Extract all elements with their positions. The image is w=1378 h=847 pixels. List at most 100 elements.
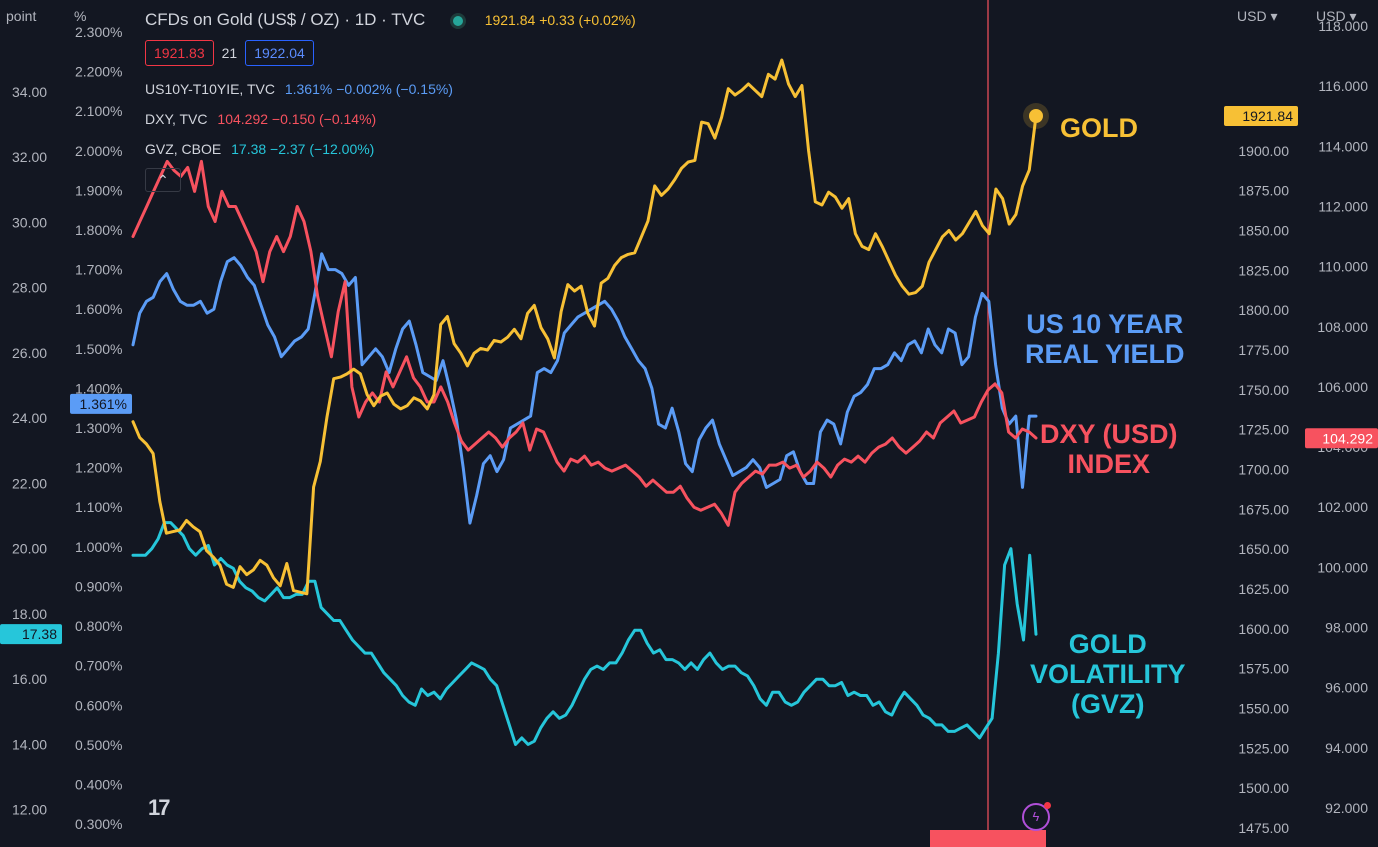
lightning-icon[interactable]: ϟ [1022,802,1051,831]
gold-usd-axis-tick: 1675.00 [1238,501,1289,517]
sell-price-button[interactable]: 1921.83 [145,40,214,66]
percent-axis-tick: 0.800% [75,618,122,634]
gvz-value-badge-label: 17.38 [22,626,57,642]
gvz-value-badge-box [0,624,62,645]
gold-usd-axis-tick: 1575.00 [1238,661,1289,677]
annotation-gvz-line1: GOLD [1068,629,1147,659]
gold-price-badge-label: 1921.84 [1242,108,1293,124]
gold-last-point [1029,109,1043,124]
usd-currency-dropdown-1[interactable]: USD ▾ [1237,8,1278,24]
percent-axis-tick: 2.000% [75,143,122,159]
legend-gvz[interactable]: GVZ, CBOE 17.38 −2.37 (−12.00%) [145,141,374,157]
legend-yield[interactable]: US10Y-T10YIE, TVC 1.361% −0.002% (−0.15%… [145,81,453,97]
annotation-dxy-line1: DXY (USD) [1040,419,1178,449]
annotation-yield-line1: US 10 YEAR [1026,309,1184,339]
percent-axis-tick: 2.300% [75,24,122,40]
dxy-usd-axis-tick: 100.000 [1317,559,1368,575]
point-axis-tick: 24.00 [12,410,47,426]
series-line-gold [131,58,1038,596]
gold-usd-axis-tick: 1800.00 [1238,302,1289,318]
dxy-usd-axis-tick: 96.000 [1325,680,1368,696]
annotation-dxy-line2: INDEX [1067,449,1151,479]
legend-dxy-value: 104.292 −0.150 (−0.14%) [217,111,377,127]
gold-usd-axis-tick: 1825.00 [1238,262,1289,278]
gold-usd-axis-tick: 1500.00 [1238,780,1289,796]
point-axis-tick: 30.00 [12,214,47,230]
date-crosshair-marker [930,830,1046,847]
dxy-usd-axis-tick: 116.000 [1318,78,1368,94]
dxy-usd-axis-tick: 102.000 [1317,499,1368,515]
percent-axis-tick: 0.700% [75,658,122,674]
dxy-price-badge-box [1305,428,1378,449]
dxy-usd-axis-tick: 118.000 [1318,18,1368,34]
point-axis-tick: 34.00 [12,84,47,100]
annotation-gvz-line3: (GVZ) [1071,689,1145,719]
legend-yield-name: US10Y-T10YIE, TVC [145,81,275,97]
gold-usd-axis-tick: 1475.00 [1238,820,1289,836]
yield-value-badge-label: 1.361% [80,396,127,412]
gold-usd-axis-tick: 1700.00 [1238,461,1289,477]
percent-axis-tick: 1.500% [75,341,122,357]
dxy-usd-axis-tick: 112.000 [1318,198,1368,214]
gold-usd-axis-tick: 1525.00 [1238,740,1289,756]
gold-usd-axis-tick: 1750.00 [1238,382,1289,398]
percent-axis-tick: 0.900% [75,578,122,594]
point-axis-tick: 12.00 [12,802,47,818]
dxy-usd-axis-tick: 106.000 [1317,379,1368,395]
tradingview-logo-icon[interactable]: 17 [148,795,171,820]
dxy-usd-axis-tick: 94.000 [1325,740,1368,756]
chevron-up-icon[interactable]: ⌃ [145,168,181,192]
dxy-usd-axis-tick: 110.000 [1318,259,1368,275]
yield-value-badge-box [70,393,132,414]
buy-price-button[interactable]: 1922.04 [245,40,314,66]
percent-axis-unit: % [74,8,87,24]
gold-usd-axis-tick: 1550.00 [1238,700,1289,716]
legend-dxy[interactable]: DXY, TVC 104.292 −0.150 (−0.14%) [145,111,376,127]
series-line-real-yield [131,252,1038,525]
annotation-gvz-line2: VOLATILITY [1030,659,1186,689]
usd-currency-dropdown-2[interactable]: USD ▾ [1316,8,1357,24]
legend-gvz-name: GVZ, CBOE [145,141,222,157]
gold-usd-axis-tick: 1775.00 [1238,342,1289,358]
symbol-title[interactable]: CFDs on Gold (US$ / OZ) · 1D · TVC [145,10,426,29]
gold-usd-axis-tick: 1875.00 [1238,183,1289,199]
dxy-usd-axis-tick: 114.000 [1318,138,1368,154]
annotation-gold: GOLD [1060,113,1138,143]
percent-axis-tick: 0.400% [75,776,122,792]
percent-axis-tick: 1.700% [75,262,122,278]
gold-usd-axis-tick: 1725.00 [1238,422,1289,438]
dxy-usd-axis-tick: 108.000 [1317,319,1368,335]
percent-axis-tick: 0.300% [75,816,122,832]
percent-axis-tick: 0.600% [75,697,122,713]
market-status-icon [449,12,466,29]
point-axis-tick: 16.00 [12,671,47,687]
point-axis-tick: 20.00 [12,541,47,557]
bid-ask-row: 1921.83 21 1922.04 [145,40,314,66]
percent-axis-tick: 2.200% [75,64,122,80]
annotation-dxy: DXY (USD) INDEX [1040,419,1178,479]
annotation-yield: US 10 YEAR REAL YIELD [1025,309,1185,369]
symbol-header: CFDs on Gold (US$ / OZ) · 1D · TVC 1921.… [145,10,636,30]
point-axis-tick: 14.00 [12,736,47,752]
percent-axis-tick: 1.300% [75,420,122,436]
percent-axis-tick: 1.100% [75,499,122,515]
gold-price-badge-box [1224,106,1298,127]
percent-axis-tick: 1.000% [75,539,122,555]
percent-axis-tick: 1.900% [75,182,122,198]
point-axis-tick: 26.00 [12,345,47,361]
gold-usd-axis-tick: 1625.00 [1238,581,1289,597]
point-axis-tick: 22.00 [12,475,47,491]
dxy-usd-axis-tick: 98.000 [1325,620,1368,636]
gold-usd-axis-tick: 1850.00 [1238,222,1289,238]
gold-usd-axis-tick: 1650.00 [1238,541,1289,557]
point-axis-tick: 18.00 [12,606,47,622]
percent-axis-tick: 0.500% [75,737,122,753]
gold-usd-axis-tick: 1600.00 [1238,621,1289,637]
series-line-dxy [131,159,1038,527]
legend-gvz-value: 17.38 −2.37 (−12.00%) [231,141,375,157]
dxy-price-badge-label: 104.292 [1322,430,1373,446]
dxy-usd-axis-tick: 92.000 [1325,800,1368,816]
legend-yield-value: 1.361% −0.002% (−0.15%) [284,81,453,97]
gold-usd-axis-tick: 1900.00 [1238,143,1289,159]
